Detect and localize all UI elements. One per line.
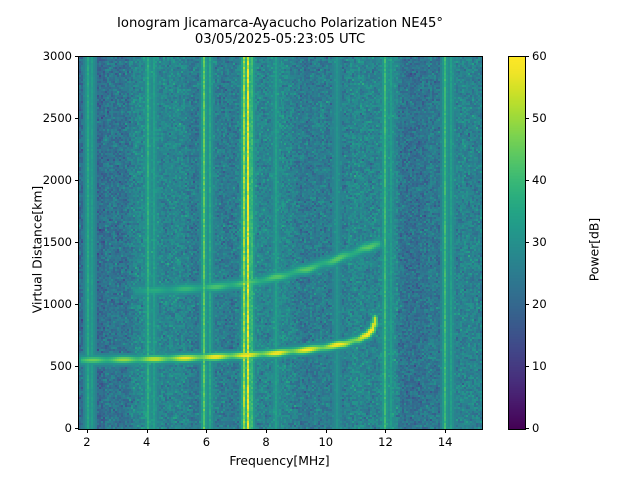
y-tick-label: 1500 [42, 235, 72, 249]
colorbar-tick-mark [525, 242, 529, 243]
colorbar-label: Power[dB] [586, 217, 602, 282]
x-tick-mark [385, 429, 387, 433]
x-tick-label: 2 [83, 435, 91, 449]
x-tick-label: 14 [437, 435, 453, 449]
colorbar-gradient [509, 57, 525, 429]
ionogram-heatmap [79, 57, 482, 429]
ionogram-plot-area[interactable] [78, 56, 483, 430]
colorbar-tick-label: 40 [532, 173, 547, 187]
colorbar-tick-label: 60 [532, 49, 547, 63]
colorbar-tick-label: 30 [532, 235, 547, 249]
y-tick-label: 1000 [42, 297, 72, 311]
x-tick-mark [86, 429, 88, 433]
y-tick-label: 2000 [42, 173, 72, 187]
x-axis-label: Frequency[MHz] [229, 453, 330, 468]
y-tick-mark [74, 366, 78, 367]
x-tick-mark [445, 429, 447, 433]
colorbar-tick-mark [525, 366, 529, 367]
y-tick-mark [74, 428, 78, 429]
colorbar-tick-label: 0 [532, 421, 540, 435]
title-line-2: 03/05/2025-05:23:05 UTC [194, 32, 366, 48]
y-tick-mark [74, 118, 78, 119]
x-tick-mark [266, 429, 268, 433]
colorbar-tick-label: 10 [532, 359, 547, 373]
y-tick-mark [74, 242, 78, 243]
x-tick-label: 10 [318, 435, 334, 449]
y-tick-label: 0 [64, 421, 72, 435]
figure-title: Ionogram Jicamarca-Ayacucho Polarization… [0, 16, 560, 48]
y-tick-label: 500 [50, 359, 72, 373]
y-tick-mark [74, 56, 78, 57]
y-tick-label: 2500 [42, 111, 72, 125]
colorbar-tick-mark [525, 118, 529, 119]
colorbar-tick-mark [525, 180, 529, 181]
y-tick-label: 3000 [42, 49, 72, 63]
x-tick-mark [325, 429, 327, 433]
x-tick-label: 6 [202, 435, 211, 449]
x-tick-label: 12 [378, 435, 393, 449]
y-tick-mark [74, 304, 78, 305]
x-tick-label: 8 [262, 435, 270, 449]
colorbar-tick-label: 50 [532, 111, 547, 125]
x-tick-mark [206, 429, 208, 433]
title-line-1: Ionogram Jicamarca-Ayacucho Polarization… [117, 16, 443, 31]
colorbar-tick-mark [525, 304, 529, 305]
colorbar [508, 56, 526, 430]
colorbar-tick-label: 20 [532, 297, 547, 311]
y-tick-mark [74, 180, 78, 181]
colorbar-tick-mark [525, 428, 529, 429]
colorbar-tick-mark [525, 56, 529, 57]
x-tick-label: 4 [142, 435, 151, 449]
x-tick-mark [146, 429, 148, 433]
